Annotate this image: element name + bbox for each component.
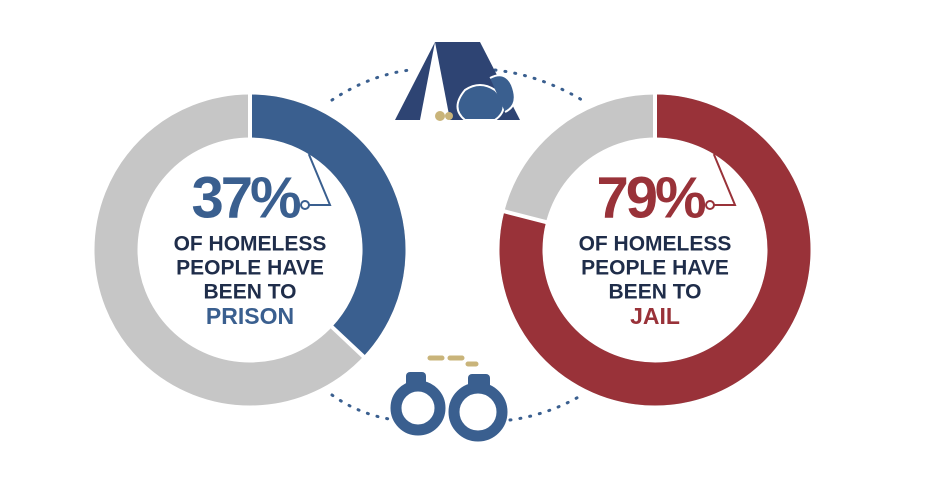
- caption-line: PEOPLE HAVE: [176, 257, 324, 280]
- caption-line: BEEN TO: [609, 281, 702, 304]
- segment-gap: [329, 324, 366, 359]
- tent-icon: [395, 42, 520, 121]
- caption-highlight: PRISON: [206, 303, 294, 329]
- segment-gap: [502, 209, 548, 225]
- value-label: 37%: [191, 165, 301, 230]
- pointer-dot: [300, 200, 310, 210]
- caption-line: PEOPLE HAVE: [581, 257, 729, 280]
- donut-segment: [499, 94, 811, 406]
- handcuffs-icon: [390, 355, 508, 442]
- pointer-line: [710, 153, 737, 206]
- donut-segment: [249, 94, 406, 357]
- caption-line: OF HOMELESS: [174, 233, 327, 256]
- dotted-connectors: [330, 68, 584, 422]
- value-label: 79%: [596, 165, 706, 230]
- pointer-dot: [705, 200, 715, 210]
- caption-line: BEEN TO: [204, 281, 297, 304]
- pointer-line: [305, 153, 332, 206]
- caption-highlight: JAIL: [630, 303, 680, 329]
- caption-line: OF HOMELESS: [579, 233, 732, 256]
